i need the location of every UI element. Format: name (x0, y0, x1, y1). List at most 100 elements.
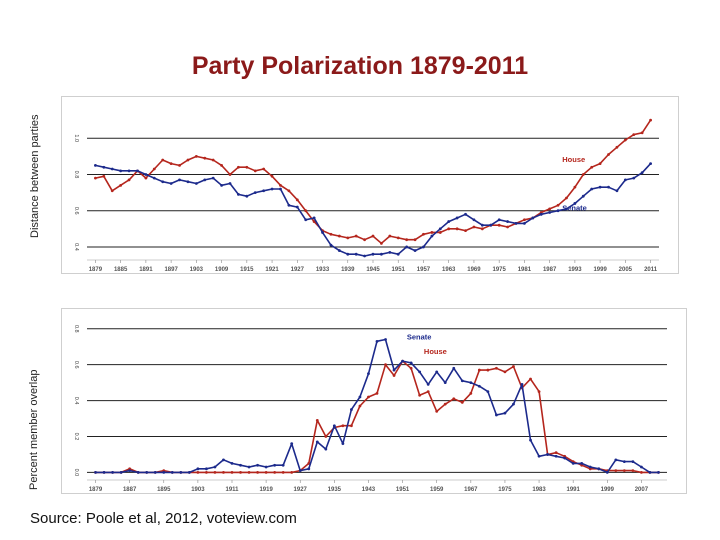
data-point-house (581, 173, 585, 176)
data-point-house (477, 368, 481, 372)
data-point-senate (178, 178, 181, 182)
data-point-senate (337, 249, 341, 252)
data-point-senate (605, 471, 609, 474)
x-tick-label: 1911 (225, 487, 239, 493)
data-point-house (396, 236, 400, 240)
data-point-senate (315, 440, 319, 444)
data-point-house (239, 471, 242, 474)
data-point-house (270, 174, 274, 178)
x-tick-label: 1951 (392, 267, 406, 273)
data-point-house (622, 469, 626, 473)
data-point-house (497, 223, 501, 227)
data-point-senate (640, 171, 644, 175)
data-point-house (554, 451, 558, 455)
x-tick-label: 1879 (89, 487, 103, 493)
page-title: Party Polarization 1879-2011 (191, 52, 529, 80)
data-point-senate (380, 252, 383, 256)
data-point-senate (273, 463, 277, 467)
data-point-house (363, 238, 366, 242)
data-point-senate (230, 462, 234, 465)
data-point-house (324, 435, 328, 438)
data-point-senate (396, 252, 400, 256)
data-point-senate (312, 216, 316, 220)
data-point-senate (161, 180, 165, 184)
data-point-senate (145, 471, 149, 474)
data-point-senate (358, 395, 362, 399)
x-tick-label: 2005 (619, 267, 633, 273)
data-point-senate (371, 252, 375, 256)
data-point-senate (228, 182, 232, 185)
data-point-house (503, 370, 507, 374)
data-point-senate (523, 221, 526, 225)
series-label-house: House (424, 347, 447, 356)
data-point-house (418, 393, 422, 397)
data-point-senate (162, 471, 166, 474)
data-point-senate (422, 245, 425, 249)
data-point-house (460, 400, 464, 404)
x-tick-label: 1963 (442, 267, 456, 273)
data-point-senate (186, 180, 190, 184)
data-point-house (102, 174, 106, 178)
data-point-house (623, 138, 627, 142)
data-point-senate (179, 471, 183, 474)
data-point-senate (580, 462, 584, 465)
data-point-house (237, 165, 240, 169)
x-tick-label: 1943 (362, 487, 376, 493)
data-point-senate (469, 381, 473, 385)
data-point-house (329, 232, 333, 236)
data-point-senate (615, 189, 619, 193)
data-point-house (281, 471, 285, 474)
data-point-senate (514, 221, 518, 225)
data-point-senate (632, 176, 636, 180)
data-point-senate (447, 220, 451, 223)
data-point-senate (346, 252, 350, 256)
data-point-senate (205, 467, 208, 471)
x-tick-label: 1919 (259, 487, 273, 493)
data-point-senate (253, 191, 257, 194)
data-point-senate (554, 454, 558, 458)
data-point-senate (598, 185, 602, 189)
data-point-house (178, 164, 181, 167)
data-point-house (438, 231, 442, 234)
data-point-senate (152, 176, 156, 180)
y-tick-label: 0.8 (73, 325, 79, 333)
x-tick-label: 1891 (139, 267, 153, 273)
data-point-house (161, 158, 165, 162)
data-point-senate (290, 442, 294, 446)
data-point-house (287, 189, 291, 193)
x-tick-label: 1957 (417, 267, 431, 273)
data-point-house (290, 471, 294, 474)
data-point-senate (520, 383, 524, 386)
data-point-senate (464, 212, 467, 216)
data-point-senate (144, 173, 148, 176)
data-point-senate (648, 471, 652, 474)
data-point-house (262, 167, 266, 171)
data-point-house (455, 227, 459, 231)
data-point-senate (413, 249, 417, 252)
data-point-senate (565, 207, 568, 211)
data-point-senate (110, 167, 114, 171)
data-point-house (573, 185, 577, 189)
data-point-senate (111, 471, 114, 474)
x-tick-label: 1885 (114, 267, 128, 273)
data-point-senate (102, 165, 106, 169)
data-point-senate (640, 465, 643, 469)
data-point-senate (405, 245, 409, 249)
data-point-senate (354, 252, 358, 256)
x-tick-label: 1993 (568, 267, 582, 273)
data-point-senate (548, 211, 552, 214)
data-point-senate (298, 469, 302, 473)
data-point-senate (460, 379, 464, 383)
data-point-house (304, 209, 308, 213)
data-point-senate (435, 370, 439, 374)
data-point-house (228, 173, 232, 176)
data-point-house (590, 165, 594, 169)
data-point-house (354, 234, 358, 238)
data-point-senate (307, 467, 311, 471)
data-point-senate (531, 216, 535, 220)
series-label-senate: Senate (407, 333, 432, 342)
data-point-senate (590, 187, 594, 191)
data-point-senate (367, 372, 370, 376)
x-tick-label: 1987 (543, 267, 557, 273)
data-point-senate (388, 250, 392, 254)
